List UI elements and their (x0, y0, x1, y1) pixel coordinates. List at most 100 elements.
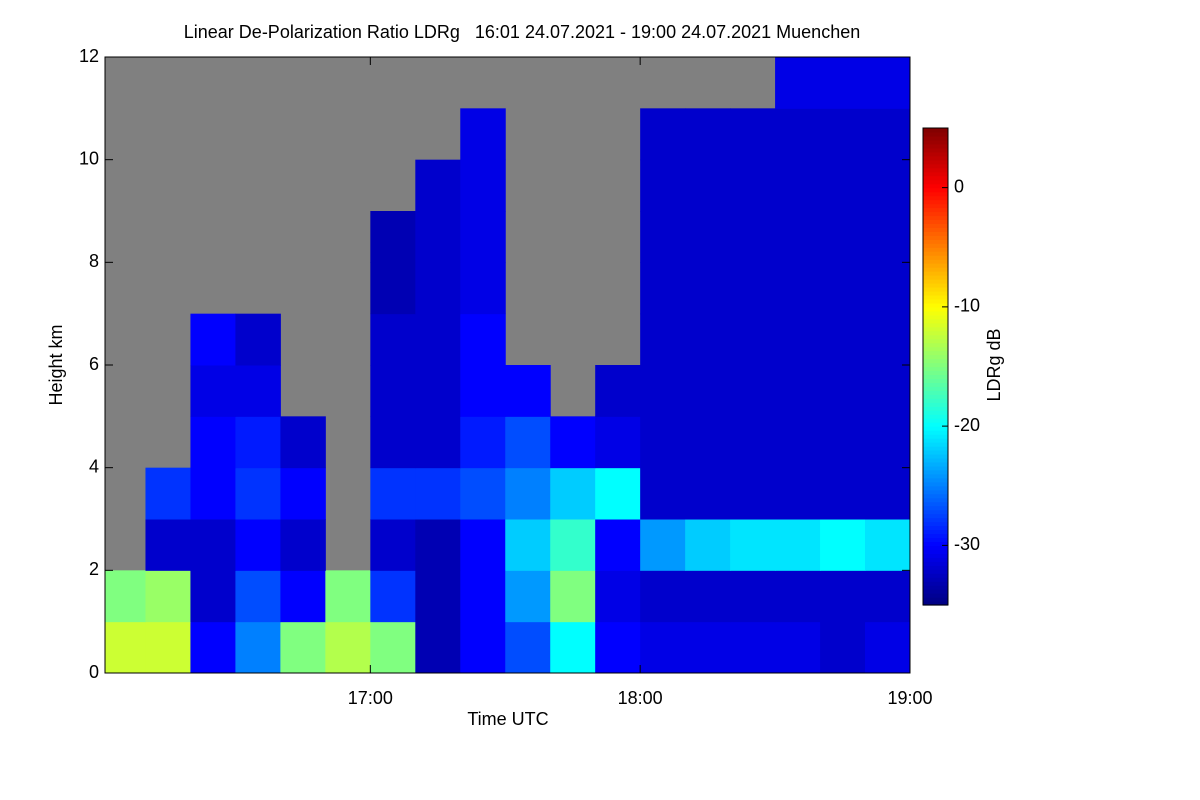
heatmap-cell (685, 159, 731, 212)
heatmap-cell (460, 621, 506, 674)
heatmap-cell (820, 467, 866, 520)
heatmap-cell (370, 519, 416, 571)
heatmap-cell (550, 570, 596, 623)
colorbar-segment (923, 187, 948, 193)
heatmap-cell (820, 211, 866, 263)
colorbar-segment (923, 469, 948, 475)
colorbar-segment (923, 128, 948, 133)
heatmap-cell (640, 365, 686, 417)
colorbar-segment (923, 402, 948, 407)
colorbar-segment (923, 271, 948, 276)
colorbar-segment (923, 183, 948, 189)
colorbar-segment (923, 314, 948, 320)
colorbar-segment (923, 199, 948, 205)
heatmap-cell (640, 416, 686, 469)
colorbar-segment (923, 318, 948, 324)
heatmap-cell (640, 108, 686, 161)
colorbar-segment (923, 414, 948, 419)
heatmap-cell (190, 519, 236, 571)
colorbar-segment (923, 342, 948, 348)
colorbar-segment (923, 565, 948, 570)
heatmap-cell (550, 519, 596, 571)
colorbar-segment (923, 354, 948, 360)
heatmap-cell (865, 262, 911, 315)
heatmap-cell (145, 570, 191, 623)
heatmap-cell (460, 108, 506, 161)
heatmap-cell (460, 262, 506, 315)
colorbar-segment (923, 573, 948, 578)
colorbar-segment (923, 541, 948, 546)
heatmap-cell (775, 467, 821, 520)
colorbar-segment (923, 442, 948, 447)
heatmap-cell (730, 621, 776, 674)
heatmap-cell (415, 365, 461, 417)
heatmap-cell (685, 262, 731, 315)
colorbar-segment (923, 239, 948, 244)
heatmap-cell (370, 211, 416, 263)
heatmap-cell (460, 365, 506, 417)
heatmap-cell (190, 313, 236, 366)
colorbar-segment (923, 215, 948, 221)
colorbar-segment (923, 513, 948, 519)
heatmap-cell (730, 211, 776, 263)
heatmap-cell (820, 621, 866, 674)
heatmap-cell (280, 416, 326, 469)
heatmap-cell (505, 621, 551, 674)
heatmap-cell (730, 159, 776, 212)
heatmap-cell (595, 570, 641, 623)
heatmap-cell (775, 313, 821, 366)
colorbar-segment (923, 195, 948, 201)
heatmap-cell (460, 159, 506, 212)
colorbar-segment (923, 434, 948, 439)
heatmap-cell (640, 467, 686, 520)
heatmap-cell (235, 570, 281, 623)
colorbar-segment (923, 191, 948, 197)
heatmap-cell (775, 365, 821, 417)
heatmap-cell (775, 57, 821, 109)
heatmap-cell (595, 365, 641, 417)
colorbar-segment (923, 597, 948, 602)
heatmap-cell (730, 519, 776, 571)
colorbar-segment (923, 175, 948, 181)
heatmap-cell (370, 416, 416, 469)
heatmap-cell (190, 365, 236, 417)
colorbar-segment (923, 453, 948, 459)
colorbar-segment (923, 247, 948, 252)
colorbar-segment (923, 279, 948, 284)
colorbar-segment (923, 577, 948, 582)
heatmap-cell (415, 313, 461, 366)
colorbar-segment (923, 438, 948, 443)
heatmap-cell (460, 467, 506, 520)
heatmap-cell (640, 519, 686, 571)
heatmap-cell (640, 570, 686, 623)
colorbar-segment (923, 135, 948, 141)
heatmap-cell (550, 416, 596, 469)
colorbar-segment (923, 259, 948, 264)
colorbar-segment (923, 298, 948, 304)
colorbar-segment (923, 446, 948, 451)
colorbar-segment (923, 147, 948, 153)
heatmap-cell (370, 621, 416, 674)
colorbar-segment (923, 283, 948, 288)
y-tick-label: 12 (79, 46, 99, 66)
x-tick-label: 19:00 (887, 688, 932, 708)
heatmap-cell (775, 108, 821, 161)
colorbar-segment (923, 338, 948, 344)
heatmap-cell (865, 365, 911, 417)
colorbar-segment (923, 601, 948, 606)
heatmap-cell (280, 519, 326, 571)
colorbar-segment (923, 461, 948, 467)
heatmap-cell (325, 570, 371, 623)
heatmap-cell (685, 108, 731, 161)
colorbar-segment (923, 549, 948, 554)
colorbar-segment (923, 231, 948, 236)
colorbar-segment (923, 593, 948, 598)
colorbar-segment (923, 525, 948, 531)
colorbar-segment (923, 334, 948, 340)
heatmap-cell (415, 211, 461, 263)
heatmap-cell (820, 108, 866, 161)
colorbar-segment (923, 310, 948, 316)
heatmap-cell (820, 159, 866, 212)
colorbar-segment (923, 386, 948, 391)
heatmap-cell (775, 621, 821, 674)
